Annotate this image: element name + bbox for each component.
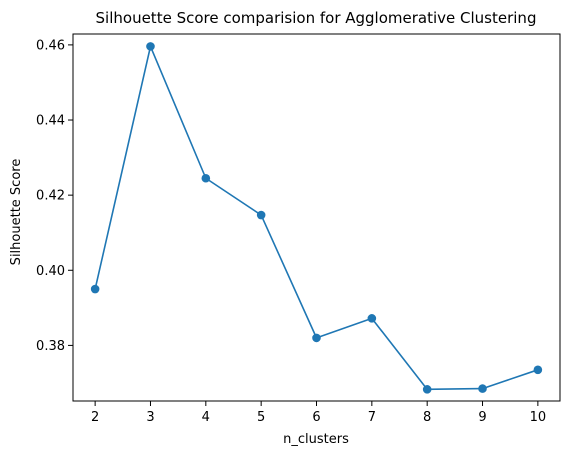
x-tick-label: 8 bbox=[423, 410, 431, 425]
data-point bbox=[257, 211, 266, 220]
x-tick-label: 4 bbox=[202, 410, 210, 425]
x-tick-label: 9 bbox=[478, 410, 486, 425]
chart-title: Silhouette Score comparision for Agglome… bbox=[96, 9, 537, 27]
x-tick-label: 5 bbox=[257, 410, 265, 425]
y-tick-label: 0.46 bbox=[36, 38, 65, 53]
x-tick-label: 6 bbox=[312, 410, 320, 425]
data-point bbox=[312, 334, 321, 343]
data-point bbox=[478, 384, 487, 393]
data-point bbox=[534, 366, 543, 375]
x-tick-label: 2 bbox=[91, 410, 99, 425]
data-point bbox=[91, 285, 100, 294]
data-point bbox=[423, 385, 432, 394]
y-tick-label: 0.38 bbox=[36, 339, 65, 354]
x-axis-label: n_clusters bbox=[283, 432, 349, 447]
y-tick-label: 0.44 bbox=[36, 114, 65, 129]
data-point bbox=[202, 174, 211, 183]
data-point bbox=[146, 42, 155, 51]
y-tick-label: 0.42 bbox=[36, 189, 65, 204]
x-tick-label: 3 bbox=[146, 410, 154, 425]
data-point bbox=[368, 314, 377, 323]
y-tick-label: 0.40 bbox=[36, 264, 65, 279]
x-tick-label: 7 bbox=[368, 410, 376, 425]
x-tick-label: 10 bbox=[530, 410, 547, 425]
y-axis-label: Silhouette Score bbox=[9, 159, 24, 266]
